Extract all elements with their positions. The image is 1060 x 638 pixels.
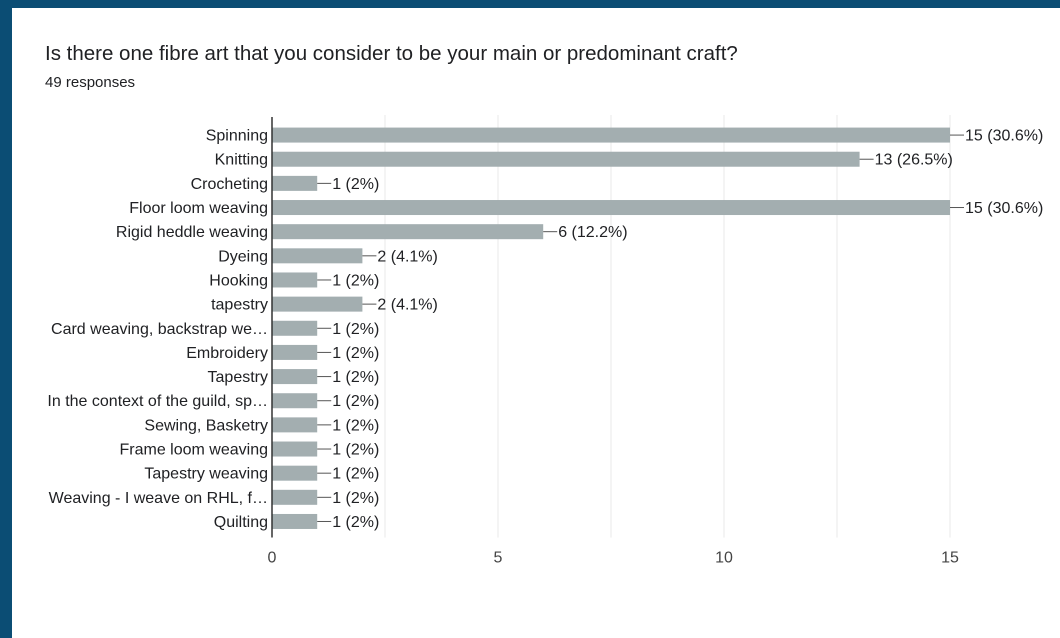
- x-tick-label: 15: [941, 550, 959, 567]
- category-label: Card weaving, backstrap we…: [51, 321, 268, 338]
- data-label: 15 (30.6%): [965, 200, 1043, 217]
- data-label: 1 (2%): [332, 272, 379, 289]
- bar: [272, 151, 860, 167]
- data-label: 2 (4.1%): [377, 297, 437, 314]
- data-label: 1 (2%): [332, 417, 379, 434]
- bar: [272, 272, 318, 288]
- data-label: 1 (2%): [332, 514, 379, 531]
- data-label: 1 (2%): [332, 490, 379, 507]
- data-label: 1 (2%): [332, 369, 379, 386]
- x-tick-label: 0: [268, 550, 277, 567]
- bar: [272, 175, 318, 191]
- category-label: Weaving - I weave on RHL, f…: [49, 490, 268, 507]
- data-label: 1 (2%): [332, 442, 379, 459]
- category-label: Quilting: [214, 514, 268, 531]
- bar: [272, 441, 318, 457]
- category-label: Rigid heddle weaving: [116, 224, 268, 241]
- category-label: Dyeing: [218, 248, 268, 265]
- bar: [272, 344, 318, 360]
- bar: [272, 393, 318, 409]
- question-title: Is there one fibre art that you consider…: [45, 42, 738, 65]
- chart-card: Is there one fibre art that you consider…: [12, 8, 1060, 638]
- category-label: Frame loom weaving: [120, 442, 269, 459]
- category-label: Hooking: [209, 272, 268, 289]
- bar: [272, 489, 318, 505]
- bar: [272, 296, 363, 312]
- x-tick-label: 5: [494, 550, 503, 567]
- data-label: 1 (2%): [332, 466, 379, 483]
- bar: [272, 320, 318, 336]
- bar: [272, 513, 318, 529]
- category-label: Tapestry weaving: [144, 466, 268, 483]
- bar: [272, 224, 544, 240]
- bar: [272, 248, 363, 264]
- bar: [272, 127, 950, 143]
- data-label: 1 (2%): [332, 176, 379, 193]
- data-label: 6 (12.2%): [558, 224, 627, 241]
- category-label: Spinning: [206, 128, 268, 145]
- bar: [272, 417, 318, 433]
- category-label: Knitting: [215, 152, 268, 169]
- category-label: Sewing, Basketry: [144, 417, 268, 434]
- category-label: tapestry: [211, 297, 268, 314]
- data-label: 1 (2%): [332, 345, 379, 362]
- bar: [272, 465, 318, 481]
- category-label: Floor loom weaving: [129, 200, 268, 217]
- bar: [272, 369, 318, 385]
- bar: [272, 200, 950, 216]
- data-label: 13 (26.5%): [875, 152, 953, 169]
- category-label: Crocheting: [191, 176, 268, 193]
- data-label: 15 (30.6%): [965, 128, 1043, 145]
- data-label: 1 (2%): [332, 393, 379, 410]
- category-label: In the context of the guild, sp…: [47, 393, 268, 410]
- bar-chart: 15 (30.6%) Spinning 13 (26.5%) Knitting 1 (2…: [47, 115, 1043, 567]
- category-label: Tapestry: [208, 369, 268, 386]
- data-label: 1 (2%): [332, 321, 379, 338]
- data-label: 2 (4.1%): [377, 248, 437, 265]
- category-label: Embroidery: [186, 345, 268, 362]
- x-tick-label: 10: [715, 550, 733, 567]
- response-count: 49 responses: [45, 74, 136, 91]
